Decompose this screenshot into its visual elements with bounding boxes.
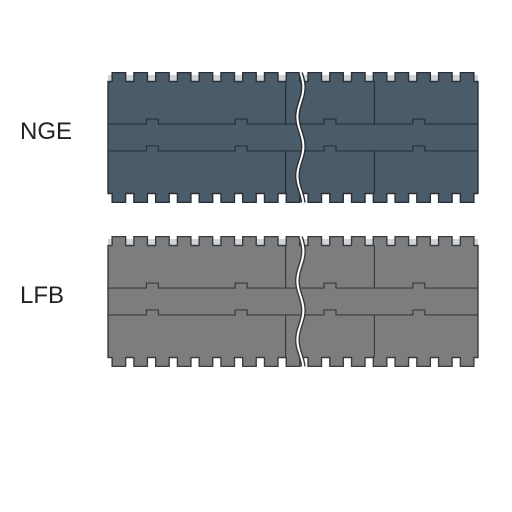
belt-label-lfb: LFB [20,282,64,310]
belt-label-nge: NGE [20,118,72,146]
belt-diagram-lfb [105,236,481,367]
belt-diagram-nge [105,72,481,203]
